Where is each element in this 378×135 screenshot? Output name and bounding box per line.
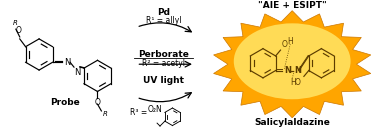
Text: R: R	[12, 20, 17, 26]
Text: R: R	[102, 111, 107, 117]
Text: Perborate: Perborate	[138, 50, 189, 59]
Text: UV light: UV light	[143, 76, 184, 85]
Text: O: O	[282, 40, 287, 49]
Text: N: N	[284, 66, 291, 75]
Text: R¹ = allyl: R¹ = allyl	[146, 16, 181, 25]
Text: H: H	[290, 78, 296, 87]
Text: O: O	[94, 98, 101, 107]
Text: Pd: Pd	[157, 8, 170, 17]
Text: O: O	[16, 26, 22, 35]
Text: "AIE + ESIPT": "AIE + ESIPT"	[258, 1, 327, 10]
Text: O₂N: O₂N	[148, 105, 163, 114]
Text: N: N	[294, 66, 301, 75]
Polygon shape	[214, 11, 371, 118]
Text: N: N	[64, 58, 71, 67]
Text: Probe: Probe	[51, 98, 80, 107]
Text: H: H	[287, 37, 293, 46]
Text: Salicylaldazine: Salicylaldazine	[254, 118, 330, 127]
Text: R² = acetyl: R² = acetyl	[142, 59, 185, 68]
Text: R³ =: R³ =	[130, 108, 147, 117]
Ellipse shape	[234, 23, 351, 99]
Text: O: O	[295, 78, 301, 87]
Text: N: N	[74, 68, 81, 77]
